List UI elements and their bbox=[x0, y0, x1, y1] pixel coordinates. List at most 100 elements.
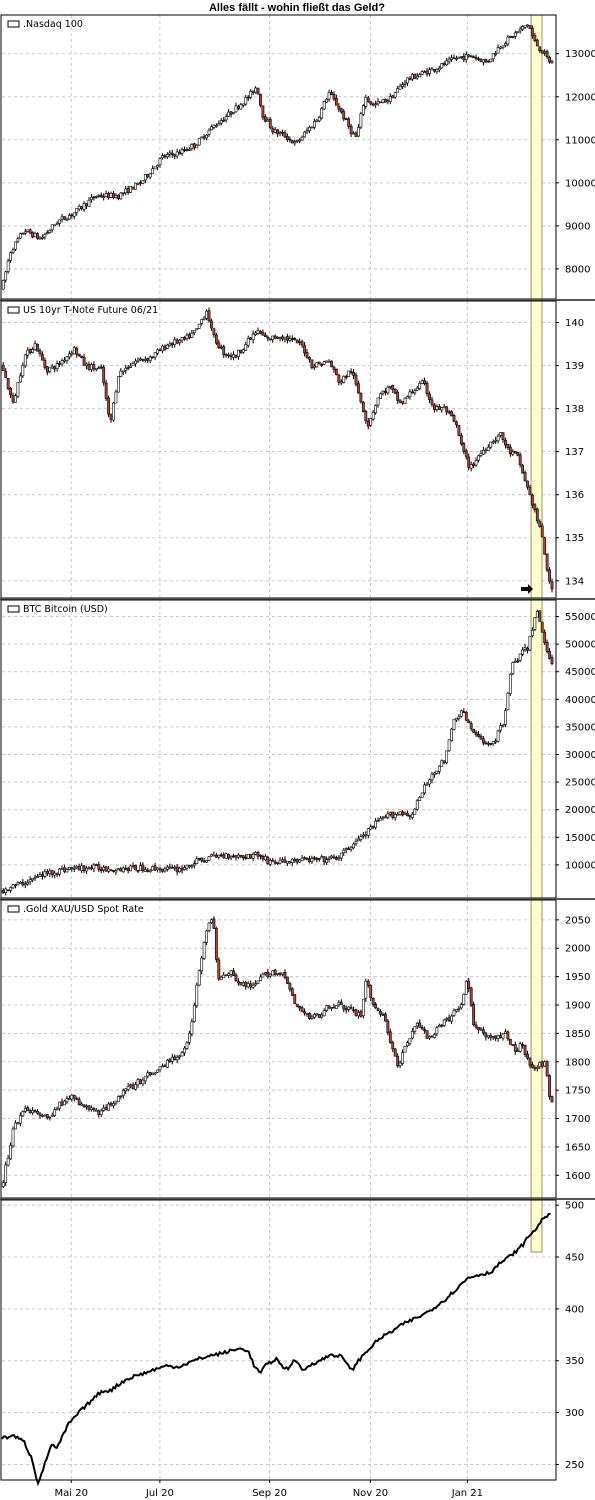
candle-body bbox=[263, 334, 267, 338]
candle-body bbox=[335, 97, 338, 106]
candle-body bbox=[371, 825, 375, 828]
candle-body bbox=[337, 105, 341, 110]
candle-body bbox=[107, 193, 110, 199]
candle-body bbox=[467, 720, 471, 723]
candle-body bbox=[237, 349, 240, 358]
candle-body bbox=[38, 237, 42, 240]
candle-body bbox=[126, 868, 130, 871]
candle-body bbox=[165, 344, 169, 349]
candle-body bbox=[85, 363, 88, 367]
candle-body bbox=[200, 136, 204, 139]
candle-body bbox=[112, 192, 115, 198]
candle-body bbox=[192, 143, 196, 148]
candle-body bbox=[423, 784, 427, 794]
y-tick-label: 30000 bbox=[565, 750, 595, 761]
candle-body bbox=[148, 173, 152, 178]
candle-body bbox=[16, 382, 20, 397]
candle-body bbox=[518, 1043, 522, 1052]
candle-body bbox=[396, 391, 400, 401]
candle-body bbox=[207, 129, 211, 135]
candle-body bbox=[303, 1011, 306, 1014]
candle-body bbox=[281, 336, 284, 340]
candle-body bbox=[469, 464, 473, 469]
candle-body bbox=[195, 858, 199, 864]
candle-body bbox=[112, 1103, 115, 1107]
candle-body bbox=[504, 43, 507, 46]
candle-body bbox=[290, 338, 294, 340]
candle-body bbox=[533, 35, 537, 42]
candle-body bbox=[126, 367, 130, 369]
candle-body bbox=[538, 46, 542, 52]
candle-body bbox=[545, 51, 549, 57]
candle-body bbox=[271, 128, 275, 133]
candle-body bbox=[359, 1011, 363, 1017]
candle-body bbox=[413, 808, 417, 815]
candle-body bbox=[281, 859, 284, 862]
candle-body bbox=[109, 192, 113, 198]
candle-body bbox=[418, 1022, 422, 1028]
y-tick-label: 400 bbox=[565, 1304, 584, 1315]
candle-body bbox=[263, 116, 267, 122]
candle-body bbox=[521, 1044, 525, 1046]
candle-body bbox=[425, 70, 429, 75]
candle-body bbox=[408, 1038, 412, 1044]
candle-body bbox=[384, 1013, 387, 1022]
candle-body bbox=[379, 817, 382, 821]
candle-body bbox=[508, 36, 512, 38]
candle-body bbox=[298, 139, 302, 142]
y-tick-label: 1700 bbox=[565, 1114, 590, 1125]
candle-body bbox=[261, 855, 265, 860]
candle-body bbox=[92, 364, 96, 370]
candle-body bbox=[1, 364, 5, 372]
candle-body bbox=[452, 718, 456, 730]
candle-body bbox=[342, 1005, 346, 1010]
candle-body bbox=[339, 1001, 343, 1005]
candle-body bbox=[244, 97, 248, 105]
candle-body bbox=[325, 1005, 329, 1011]
candle-body bbox=[442, 406, 446, 409]
candle-body bbox=[386, 386, 390, 394]
candle-body bbox=[41, 354, 44, 361]
candle-body bbox=[134, 1084, 137, 1090]
candle-body bbox=[50, 1114, 54, 1117]
candle-body bbox=[386, 100, 390, 103]
candle-body bbox=[501, 1033, 505, 1039]
y-tick-label: 134 bbox=[565, 576, 584, 587]
legend-swatch bbox=[7, 20, 20, 28]
legend-swatch bbox=[7, 905, 20, 913]
candle-body bbox=[293, 141, 297, 144]
candle-body bbox=[104, 193, 108, 197]
candle-body bbox=[116, 868, 120, 871]
candle-body bbox=[332, 93, 336, 100]
candle-body bbox=[192, 1005, 196, 1023]
candle-body bbox=[388, 385, 392, 388]
candle-body bbox=[180, 149, 184, 154]
candle-body bbox=[131, 362, 135, 366]
candle-body bbox=[322, 101, 326, 110]
candle-body bbox=[504, 1031, 507, 1034]
candle-body bbox=[423, 1029, 427, 1032]
candle-body bbox=[87, 1105, 91, 1110]
candle-body bbox=[298, 859, 302, 863]
candle-body bbox=[398, 1062, 402, 1066]
candle-body bbox=[381, 99, 385, 103]
candle-body bbox=[60, 1101, 64, 1106]
candle-body bbox=[212, 854, 216, 857]
y-tick-label: 350 bbox=[565, 1356, 584, 1367]
candle-body bbox=[192, 863, 196, 866]
candle-body bbox=[388, 1031, 392, 1043]
candle-body bbox=[11, 1128, 15, 1147]
candle-body bbox=[146, 358, 150, 361]
candle-body bbox=[124, 1088, 128, 1092]
candle-body bbox=[308, 127, 311, 132]
candle-body bbox=[290, 140, 294, 144]
candle-body bbox=[364, 834, 368, 836]
candle-body bbox=[14, 884, 17, 887]
candle-body bbox=[92, 1108, 96, 1111]
candle-body bbox=[413, 1026, 417, 1032]
x-tick-label: Jan 21 bbox=[451, 1488, 483, 1499]
candle-body bbox=[464, 54, 468, 61]
candle-body bbox=[121, 1090, 125, 1096]
candle-body bbox=[107, 1103, 110, 1111]
